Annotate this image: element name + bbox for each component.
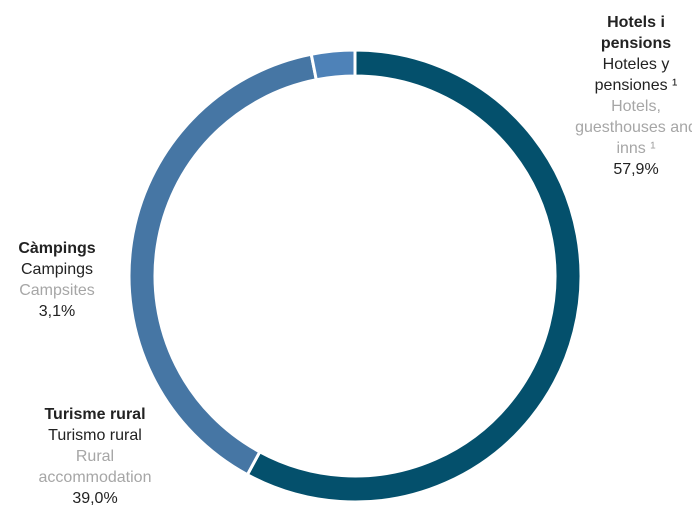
- label-campings-es: Campings: [20, 261, 94, 278]
- label-hotels: Hotels i pensions Hoteles y pensiones ¹ …: [574, 12, 692, 180]
- slice-hotels: [245, 48, 583, 504]
- label-rural-es: Turismo rural: [48, 427, 142, 444]
- slice-campings: [309, 48, 357, 82]
- label-campings-value: 3,1%: [38, 303, 76, 320]
- label-hotels-en: Hotels, guesthouses and inns ¹: [575, 98, 692, 157]
- label-rural: Turisme rural Turismo rural Rural accomm…: [18, 404, 172, 509]
- label-campings: Càmpings Campings Campsites 3,1%: [4, 238, 110, 322]
- label-hotels-ca: Hotels i pensions: [600, 14, 672, 52]
- label-rural-value: 39,0%: [72, 490, 118, 507]
- label-rural-en: Rural accommodation: [38, 448, 152, 486]
- label-campings-en: Campsites: [19, 282, 95, 299]
- label-hotels-es: Hoteles y pensiones ¹: [594, 56, 678, 94]
- label-campings-ca: Càmpings: [18, 240, 96, 257]
- label-rural-ca: Turisme rural: [44, 406, 146, 423]
- label-hotels-value: 57,9%: [613, 161, 659, 178]
